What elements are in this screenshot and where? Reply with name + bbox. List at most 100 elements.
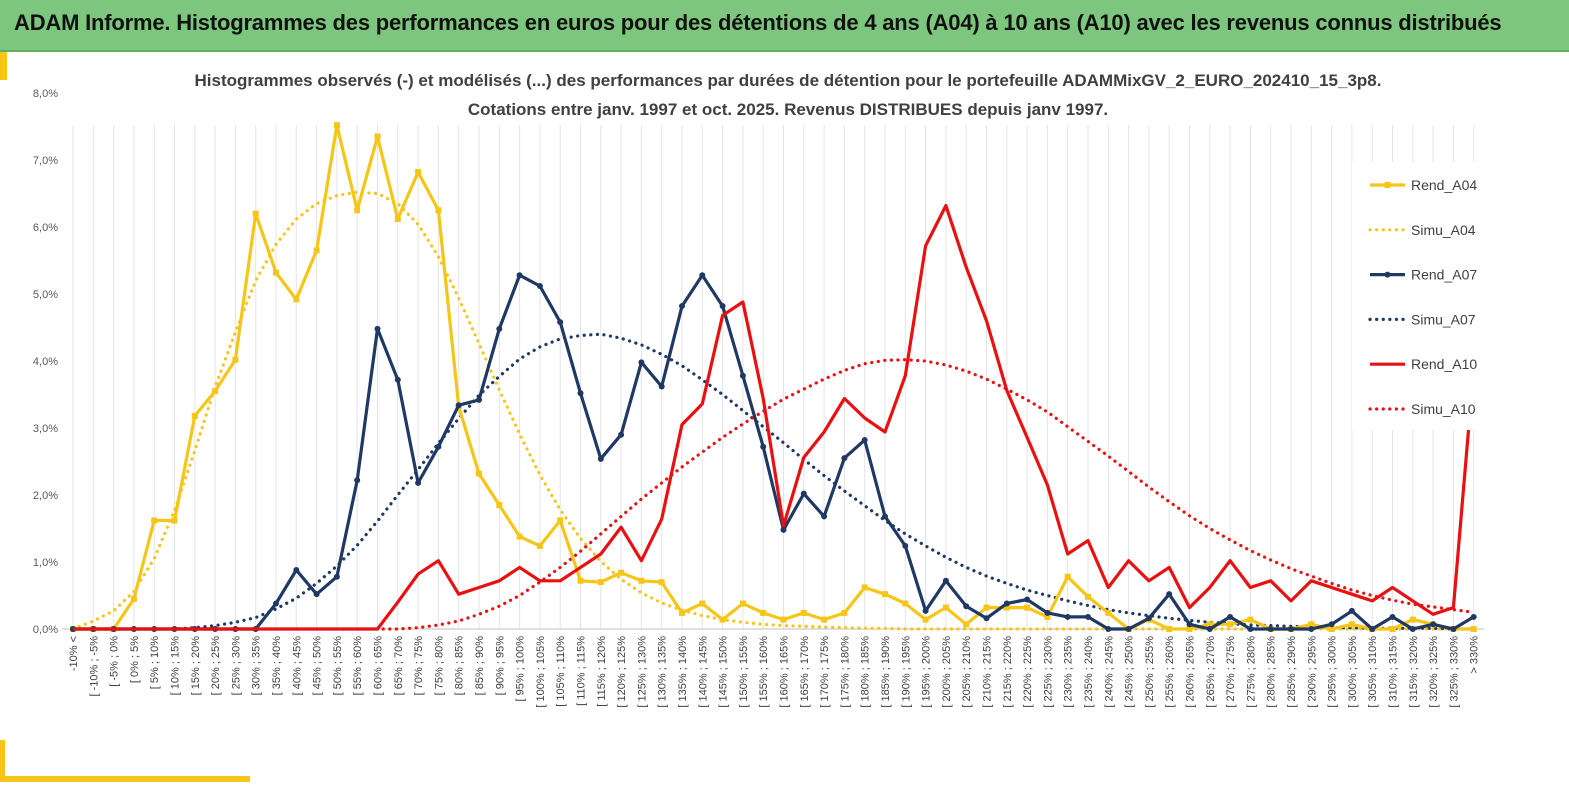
x-tick-label: [ 55% ; 60%	[352, 636, 364, 696]
accent-bar-bottom	[0, 776, 250, 782]
x-tick-label: [ 280% ; 285%	[1266, 636, 1278, 708]
x-tick-label: [ 260% ; 265%	[1185, 636, 1197, 708]
series-Rend_A10	[73, 204, 1476, 631]
data-point	[394, 215, 401, 222]
data-point	[1389, 626, 1396, 632]
data-point	[760, 609, 767, 616]
accent-bar-top	[0, 52, 7, 80]
data-point	[415, 479, 422, 486]
data-point	[1389, 613, 1396, 620]
legend-item: Simu_A10	[1368, 401, 1476, 417]
x-tick-label: [ 60% ; 65%	[373, 636, 385, 696]
data-point	[333, 573, 340, 580]
data-point	[516, 533, 523, 540]
x-tick-label: [ 225% ; 230%	[1042, 636, 1054, 708]
x-tick-label: [ 145% ; 150%	[718, 636, 730, 708]
data-point	[638, 359, 645, 366]
data-point	[577, 390, 584, 397]
x-tick-label: [ 100% ; 105%	[535, 636, 547, 708]
x-tick-label: [ 115% ; 120%	[596, 636, 608, 707]
data-point	[1125, 626, 1132, 632]
data-point	[780, 526, 787, 533]
data-point	[983, 615, 990, 622]
x-tick-label: [ 235% ; 240%	[1083, 636, 1095, 708]
legend-marker	[1384, 182, 1391, 188]
x-tick-label: [ 65% ; 70%	[393, 636, 405, 696]
data-point	[577, 577, 584, 584]
data-point	[1308, 621, 1315, 628]
data-point	[963, 621, 970, 628]
data-point	[800, 609, 807, 616]
legend-label: Simu_A10	[1411, 401, 1476, 417]
x-tick-label: [ 185% ; 190%	[880, 636, 892, 708]
x-tick-label: [ 45% ; 50%	[312, 636, 324, 696]
data-point	[333, 122, 340, 129]
x-tick-label: [ 160% ; 165%	[779, 636, 791, 708]
data-point	[516, 272, 523, 279]
data-point	[191, 412, 198, 419]
x-tick-label: [ 30% ; 35%	[251, 636, 263, 696]
x-tick-label: [ 290% ; 295%	[1306, 636, 1318, 708]
data-point	[1227, 613, 1234, 620]
data-point	[1085, 593, 1091, 600]
legend-label: Simu_A04	[1411, 222, 1476, 238]
data-point	[1267, 626, 1274, 632]
data-point	[1409, 626, 1416, 632]
x-tick-label: [ 325% ; 330%	[1448, 636, 1460, 708]
data-point	[739, 600, 746, 607]
data-point	[130, 595, 137, 602]
data-point	[293, 296, 300, 303]
x-tick-label: [ 35% ; 40%	[271, 636, 283, 696]
data-point	[313, 247, 320, 254]
data-point	[902, 600, 909, 607]
y-tick-label: 8,0%	[33, 88, 58, 100]
data-point	[942, 604, 949, 611]
data-point	[861, 584, 868, 591]
legend-item: Rend_A10	[1370, 356, 1477, 372]
data-point	[354, 477, 361, 484]
x-tick-label: [ 240% ; 245%	[1103, 636, 1115, 708]
data-point	[1450, 626, 1457, 632]
series-line	[71, 358, 1476, 631]
legend-box	[1352, 162, 1517, 430]
legend-item: Rend_A07	[1370, 267, 1477, 283]
data-point	[760, 443, 767, 450]
x-tick-label: [ 15% ; 20%	[190, 636, 202, 696]
data-point	[1348, 607, 1355, 614]
x-tick-label: [ 40% ; 45%	[291, 636, 303, 696]
data-point	[536, 282, 543, 289]
legend-item: Simu_A07	[1368, 311, 1476, 327]
data-point	[1247, 626, 1254, 632]
x-tick-label: [ 85% ; 90%	[474, 636, 486, 696]
data-point	[719, 303, 726, 310]
data-point	[1186, 621, 1193, 628]
series-Rend_A04	[70, 122, 1477, 632]
legend-label: Rend_A07	[1411, 267, 1477, 283]
data-point	[618, 569, 625, 576]
x-tick-label: [ 165% ; 170%	[799, 636, 811, 708]
data-point	[293, 567, 300, 574]
x-tick-label: [ 175% ; 180%	[839, 636, 851, 708]
data-point	[658, 579, 665, 586]
x-tick-label: [ 250% ; 255%	[1144, 636, 1156, 708]
y-tick-label: 2,0%	[33, 490, 58, 502]
data-point	[1369, 626, 1376, 632]
data-point	[273, 600, 279, 607]
data-point	[1470, 613, 1477, 620]
data-point	[496, 325, 503, 332]
page-title: ADAM Informe. Histogrammes des performan…	[14, 10, 1502, 35]
y-tick-label: 1,0%	[33, 557, 58, 569]
data-point	[1288, 626, 1294, 632]
legend-label: Rend_A04	[1411, 177, 1477, 193]
x-tick-label: [ 205% ; 210%	[961, 636, 973, 708]
data-point	[1247, 616, 1254, 623]
data-point	[821, 616, 828, 623]
data-point	[1186, 626, 1193, 632]
data-point	[1166, 591, 1173, 598]
plot-area	[70, 122, 1477, 632]
legend-item: Simu_A04	[1368, 222, 1476, 238]
data-point	[1328, 626, 1335, 632]
x-tick-label: [ -10% ; -5%	[88, 636, 100, 697]
x-tick-label: [ 10% ; 15%	[170, 636, 182, 696]
series-line	[71, 332, 1476, 631]
